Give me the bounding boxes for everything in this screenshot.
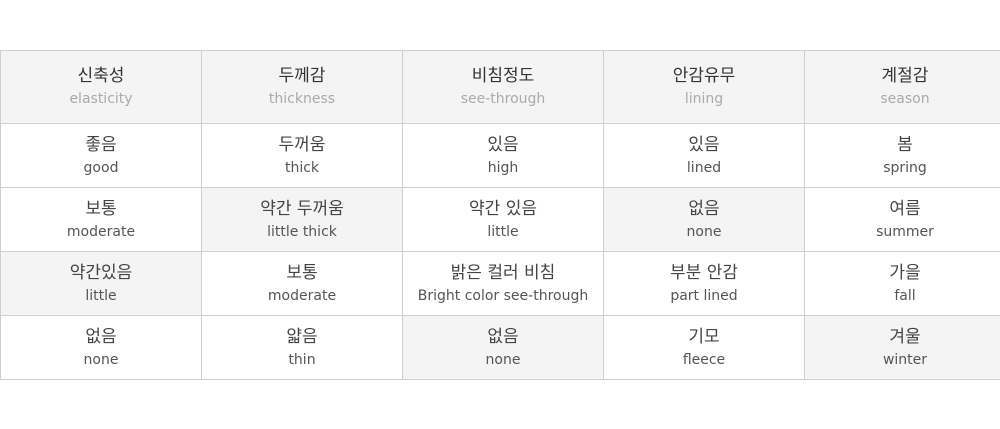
cell-korean: 부분 안감 <box>670 262 738 283</box>
cell-korean: 봄 <box>897 134 913 155</box>
header-english: thickness <box>268 91 336 107</box>
cell-korean: 얇음 <box>286 326 318 347</box>
cell-english: winter <box>882 351 928 368</box>
table-cell: 없음 none <box>0 315 202 380</box>
cell-korean: 보통 <box>85 198 117 219</box>
cell-korean: 여름 <box>889 198 921 219</box>
cell-korean: 밝은 컬러 비침 <box>450 262 556 283</box>
header-korean: 안감유무 <box>672 66 736 86</box>
table-cell: 여름 summer <box>804 187 1000 252</box>
table-cell: 두꺼움 thick <box>201 123 403 188</box>
table-body: 좋음 good 두꺼움 thick 있음 high 있음 lined 봄 spring 보통 mode… <box>0 123 1000 380</box>
table-cell: 보통 moderate <box>0 187 202 252</box>
table-cell: 보통 moderate <box>201 251 403 316</box>
cell-korean: 약간 있음 <box>469 198 537 219</box>
header-english: season <box>880 91 930 107</box>
table-cell: 있음 high <box>402 123 604 188</box>
cell-korean: 기모 <box>688 326 720 347</box>
header-korean: 계절감 <box>881 66 929 86</box>
header-korean: 신축성 <box>77 66 125 86</box>
cell-english: summer <box>876 223 934 240</box>
cell-english: spring <box>883 159 927 176</box>
table-cell: 약간 있음 little <box>402 187 604 252</box>
header-english: elasticity <box>69 91 133 107</box>
table-row: 좋음 good 두꺼움 thick 있음 high 있음 lined 봄 spring <box>0 123 1000 188</box>
cell-korean: 겨울 <box>889 326 921 347</box>
cell-english: moderate <box>66 223 136 240</box>
cell-english: little thick <box>267 223 337 240</box>
cell-english: none <box>83 351 119 368</box>
table-cell: 좋음 good <box>0 123 202 188</box>
cell-english: none <box>485 351 521 368</box>
cell-korean: 좋음 <box>85 134 117 155</box>
cell-korean: 가을 <box>889 262 921 283</box>
cell-english: little <box>85 287 117 304</box>
table-cell-selected: 약간있음 little <box>0 251 202 316</box>
table-cell: 기모 fleece <box>603 315 805 380</box>
column-header-thickness: 두께감 thickness <box>201 50 403 124</box>
cell-english: fall <box>894 287 916 304</box>
table-cell: 있음 lined <box>603 123 805 188</box>
header-row: 신축성 elasticity 두께감 thickness 비침정도 see-through… <box>0 50 1000 124</box>
product-info-table: 신축성 elasticity 두께감 thickness 비침정도 see-through… <box>0 50 1000 380</box>
header-english: lining <box>684 91 724 107</box>
table-row: 보통 moderate 약간 두꺼움 little thick 약간 있음 little 없… <box>0 187 1000 252</box>
column-header-season: 계절감 season <box>804 50 1000 124</box>
table-cell-selected: 겨울 winter <box>804 315 1000 380</box>
table-cell-selected: 없음 none <box>603 187 805 252</box>
cell-english: little <box>487 223 519 240</box>
cell-korean: 없음 <box>85 326 117 347</box>
column-header-lining: 안감유무 lining <box>603 50 805 124</box>
column-header-see-through: 비침정도 see-through <box>402 50 604 124</box>
cell-english: fleece <box>682 351 726 368</box>
cell-english: part lined <box>670 287 738 304</box>
header-english: see-through <box>460 91 546 107</box>
cell-english: none <box>686 223 722 240</box>
cell-english: lined <box>686 159 722 176</box>
table-cell-selected: 없음 none <box>402 315 604 380</box>
header-korean: 비침정도 <box>471 66 535 86</box>
header-korean: 두께감 <box>278 66 326 86</box>
table-row: 없음 none 얇음 thin 없음 none 기모 fleece 겨울 winter <box>0 315 1000 380</box>
cell-korean: 있음 <box>688 134 720 155</box>
cell-english: moderate <box>267 287 337 304</box>
cell-korean: 없음 <box>487 326 519 347</box>
cell-korean: 없음 <box>688 198 720 219</box>
table-cell: 밝은 컬러 비침 Bright color see-through <box>402 251 604 316</box>
cell-english: high <box>487 159 519 176</box>
cell-korean: 보통 <box>286 262 318 283</box>
cell-korean: 두꺼움 <box>278 134 326 155</box>
cell-english: good <box>83 159 119 176</box>
table-cell-selected: 약간 두꺼움 little thick <box>201 187 403 252</box>
table-cell: 가을 fall <box>804 251 1000 316</box>
cell-korean: 약간 두꺼움 <box>260 198 344 219</box>
cell-korean: 약간있음 <box>69 262 133 283</box>
table-cell: 봄 spring <box>804 123 1000 188</box>
cell-korean: 있음 <box>487 134 519 155</box>
table-cell: 얇음 thin <box>201 315 403 380</box>
cell-english: Bright color see-through <box>417 287 589 304</box>
column-header-elasticity: 신축성 elasticity <box>0 50 202 124</box>
table-row: 약간있음 little 보통 moderate 밝은 컬러 비침 Bright color… <box>0 251 1000 316</box>
cell-english: thick <box>284 159 320 176</box>
table-cell: 부분 안감 part lined <box>603 251 805 316</box>
cell-english: thin <box>288 351 316 368</box>
